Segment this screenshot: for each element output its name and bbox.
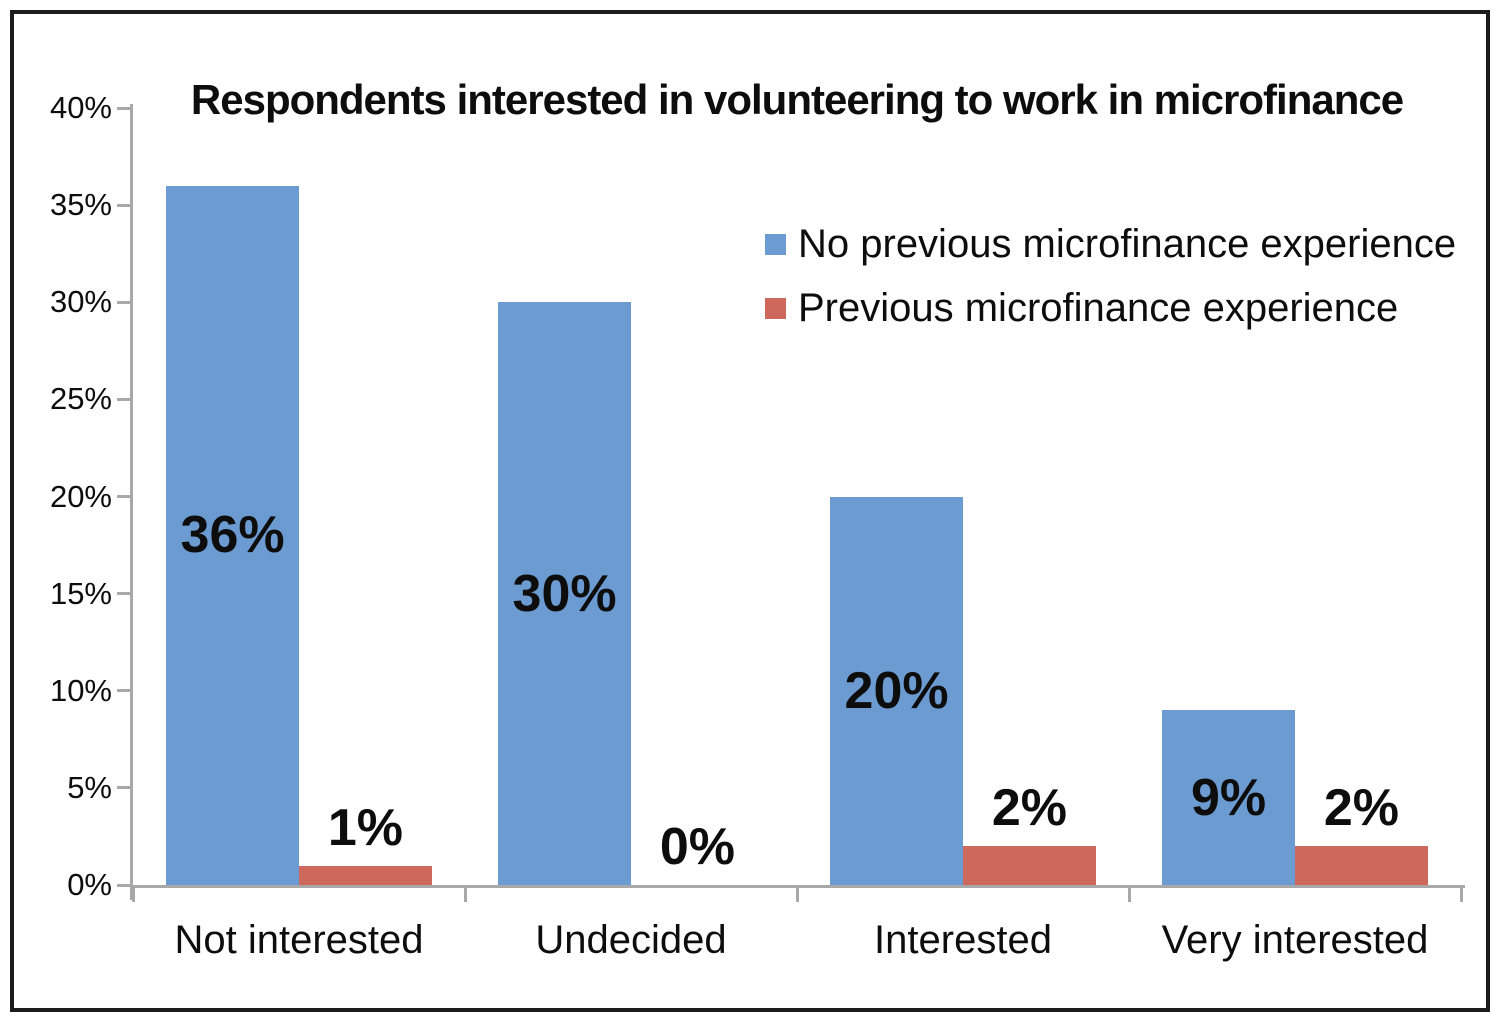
bar-no-previous-experience <box>1162 710 1295 885</box>
y-axis-line <box>130 104 133 900</box>
legend-label-no-previous-experience: No previous microfinance experience <box>798 222 1457 266</box>
y-tick-label: 40% <box>49 90 112 125</box>
y-axis-tick <box>117 300 130 304</box>
bar-data-label: 20% <box>844 661 949 720</box>
bar-data-label: 1% <box>327 798 403 857</box>
x-category-label: Interested <box>874 918 1052 962</box>
legend-item: Previous microfinance experience <box>765 286 1456 330</box>
bar-data-label: 2% <box>991 779 1067 838</box>
y-tick-label: 0% <box>67 867 112 902</box>
bar-no-previous-experience <box>830 496 963 885</box>
y-tick-label: 10% <box>49 672 112 708</box>
legend-swatch-previous-experience <box>765 297 786 319</box>
y-axis-tick <box>117 689 130 693</box>
y-tick-label: 35% <box>49 187 112 223</box>
y-tick-label: 20% <box>49 478 112 514</box>
bar-no-previous-experience <box>166 185 299 885</box>
bar-no-previous-experience <box>498 302 631 885</box>
chart-title: Respondents interested in volunteering t… <box>190 76 1404 123</box>
bar-data-label: 30% <box>512 564 617 623</box>
legend-label-previous-experience: Previous microfinance experience <box>798 286 1399 330</box>
bar-previous-experience <box>1295 846 1428 885</box>
y-axis-tick <box>117 495 130 498</box>
x-axis-tick <box>1127 885 1131 902</box>
y-tick-label: 15% <box>49 575 112 611</box>
y-axis-tick <box>117 106 130 110</box>
y-axis-tick <box>117 592 130 596</box>
legend: No previous microfinance experience Prev… <box>765 222 1456 330</box>
x-category-label: Very interested <box>1161 918 1429 962</box>
legend-swatch-no-previous-experience <box>765 233 786 255</box>
y-tick-label: 30% <box>49 284 112 320</box>
x-axis-tick <box>1459 885 1463 902</box>
y-tick-label: 25% <box>49 381 112 417</box>
bar-previous-experience <box>963 846 1096 885</box>
plot-area: 0% 5% 10% 15% 20% 25% 30% 35% 40% 36% 1% Not intere… <box>50 90 1465 962</box>
x-category-label: Undecided <box>535 918 727 962</box>
y-axis-tick <box>117 786 130 790</box>
x-category-label: Not interested <box>174 918 424 962</box>
bar-data-label: 2% <box>1323 779 1399 838</box>
x-axis-tick <box>463 885 467 902</box>
y-axis-tick <box>117 883 130 887</box>
y-tick-label: 5% <box>67 769 112 805</box>
y-axis-tick <box>117 397 130 401</box>
x-axis-tick <box>131 885 135 902</box>
x-axis-tick <box>795 885 799 902</box>
bar-data-label: 36% <box>180 506 285 565</box>
y-axis-tick <box>117 203 130 207</box>
bar-data-label: 9% <box>1191 768 1267 827</box>
legend-item: No previous microfinance experience <box>765 222 1456 266</box>
bar-data-label: 0% <box>659 818 735 876</box>
bar-previous-experience <box>299 865 432 885</box>
